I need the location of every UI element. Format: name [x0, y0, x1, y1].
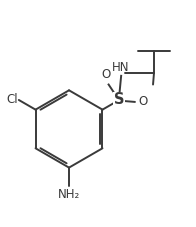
Text: NH₂: NH₂ [58, 188, 80, 200]
Text: Cl: Cl [6, 93, 18, 106]
Text: HN: HN [112, 61, 129, 74]
Text: O: O [139, 95, 148, 109]
Text: S: S [114, 92, 124, 107]
Text: O: O [101, 68, 110, 81]
